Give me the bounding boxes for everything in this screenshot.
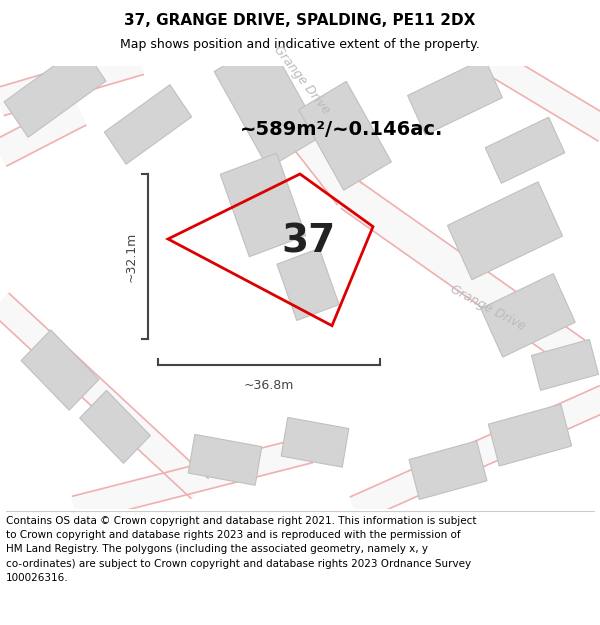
Polygon shape: [481, 274, 575, 357]
Polygon shape: [299, 81, 391, 190]
Text: ~32.1m: ~32.1m: [125, 231, 138, 282]
Text: ~589m²/~0.146ac.: ~589m²/~0.146ac.: [240, 120, 443, 139]
Text: Contains OS data © Crown copyright and database right 2021. This information is : Contains OS data © Crown copyright and d…: [6, 516, 476, 583]
Polygon shape: [484, 49, 600, 141]
Polygon shape: [0, 47, 144, 116]
Polygon shape: [341, 181, 589, 370]
Text: Map shows position and indicative extent of the property.: Map shows position and indicative extent…: [120, 38, 480, 51]
Polygon shape: [0, 99, 86, 166]
Polygon shape: [0, 293, 209, 499]
Polygon shape: [448, 182, 563, 279]
Polygon shape: [80, 391, 151, 463]
Polygon shape: [21, 330, 99, 410]
Text: 37, GRANGE DRIVE, SPALDING, PE11 2DX: 37, GRANGE DRIVE, SPALDING, PE11 2DX: [124, 13, 476, 28]
Polygon shape: [4, 46, 106, 138]
Polygon shape: [407, 58, 502, 135]
Polygon shape: [532, 339, 599, 391]
Text: Grange Drive: Grange Drive: [271, 43, 333, 117]
Polygon shape: [277, 248, 339, 321]
Polygon shape: [409, 441, 487, 499]
Polygon shape: [104, 85, 191, 164]
Text: 37: 37: [281, 222, 335, 261]
Polygon shape: [233, 50, 362, 205]
Polygon shape: [485, 118, 565, 183]
Text: Grange Drive: Grange Drive: [448, 283, 528, 333]
Polygon shape: [188, 434, 262, 485]
Polygon shape: [72, 436, 313, 522]
Polygon shape: [220, 153, 306, 257]
Text: ~36.8m: ~36.8m: [244, 379, 294, 392]
Polygon shape: [488, 404, 572, 466]
Polygon shape: [350, 386, 600, 522]
Polygon shape: [214, 39, 322, 168]
Polygon shape: [281, 418, 349, 467]
